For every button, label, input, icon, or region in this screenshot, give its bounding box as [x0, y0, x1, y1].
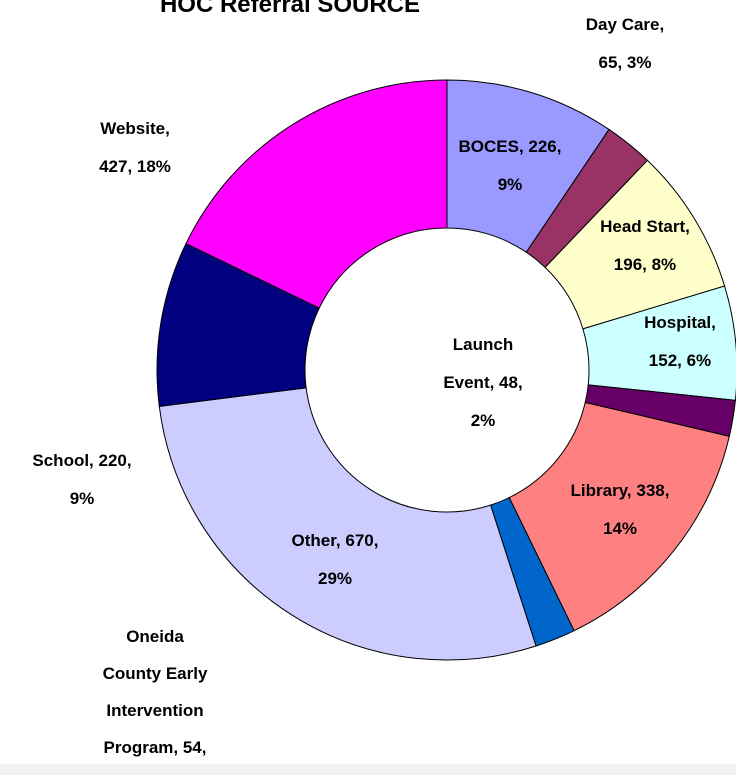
donut: [156, 79, 736, 661]
label-line: Program, 54,: [104, 738, 207, 757]
slice: [508, 401, 730, 632]
data-label: Hospital, 152, 6%: [644, 313, 716, 370]
data-label: Launch Event, 48, 2%: [443, 335, 522, 430]
label-line: Day Care,: [586, 15, 664, 34]
label-line: BOCES, 226,: [459, 137, 562, 156]
label-line: Intervention: [106, 701, 203, 720]
label-line: 65, 3%: [599, 53, 652, 72]
label-line: 9%: [498, 175, 523, 194]
label-line: 2%: [471, 411, 496, 430]
label-line: 9%: [70, 489, 95, 508]
label-line: Library, 338,: [571, 481, 670, 500]
data-label: Website, 427, 18%: [99, 119, 171, 176]
label-line: Head Start,: [600, 217, 690, 236]
label-line: 29%: [318, 569, 352, 588]
label-line: 427, 18%: [99, 157, 171, 176]
data-label: BOCES, 226, 9%: [459, 137, 562, 194]
label-line: School, 220,: [32, 451, 131, 470]
data-label: Other, 670, 29%: [292, 531, 379, 588]
label-line: 14%: [603, 519, 637, 538]
label-line: Event, 48,: [443, 373, 522, 392]
data-label: Day Care, 65, 3%: [586, 15, 664, 72]
chart-title: HOC Referral SOURCE: [160, 0, 420, 18]
label-line: Launch: [453, 335, 513, 354]
labels: BOCES, 226, 9% Day Care, 65, 3% Head Start, 1…: [32, 15, 716, 775]
data-label: Head Start, 196, 8%: [600, 217, 690, 274]
label-line: Other, 670,: [292, 531, 379, 550]
slice: [158, 387, 537, 661]
label-line: 196, 8%: [614, 255, 676, 274]
slice: [185, 79, 448, 309]
label-line: Website,: [100, 119, 170, 138]
label-line: 152, 6%: [649, 351, 711, 370]
label-line: Oneida: [126, 627, 184, 646]
data-label: Library, 338, 14%: [571, 481, 670, 538]
footer-bar: [0, 764, 736, 775]
label-line: Hospital,: [644, 313, 716, 332]
data-label: School, 220, 9%: [32, 451, 131, 508]
data-label: Oneida County Early Intervention Program, 5…: [103, 627, 208, 775]
label-line: County Early: [103, 664, 208, 683]
